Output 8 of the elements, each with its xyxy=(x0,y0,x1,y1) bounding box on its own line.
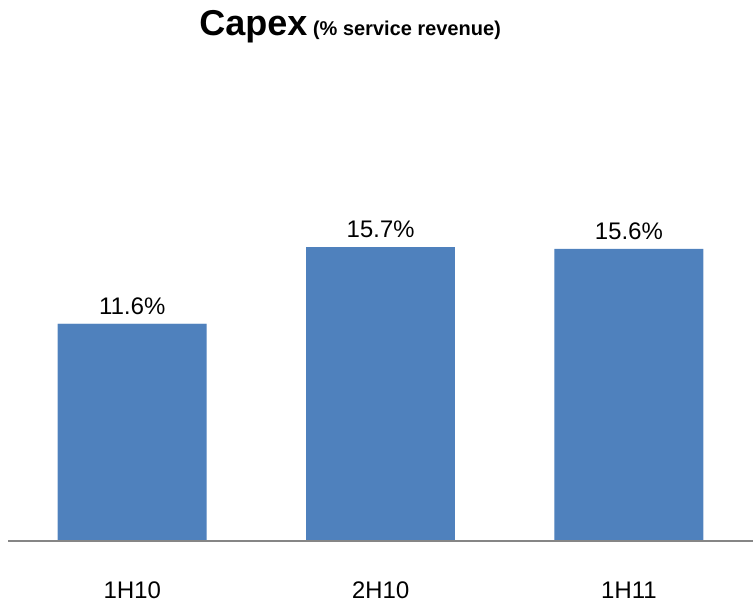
chart-subtitle: (% service revenue) xyxy=(312,18,501,40)
data-label: 15.7% xyxy=(346,216,415,243)
x-tick-label: 2H10 xyxy=(352,577,410,604)
data-label: 15.6% xyxy=(594,218,663,245)
chart-title: Capex xyxy=(199,2,308,43)
x-tick-label: 1H11 xyxy=(601,577,657,604)
x-tick-label: 1H10 xyxy=(103,577,161,604)
data-label: 11.6% xyxy=(99,292,166,320)
